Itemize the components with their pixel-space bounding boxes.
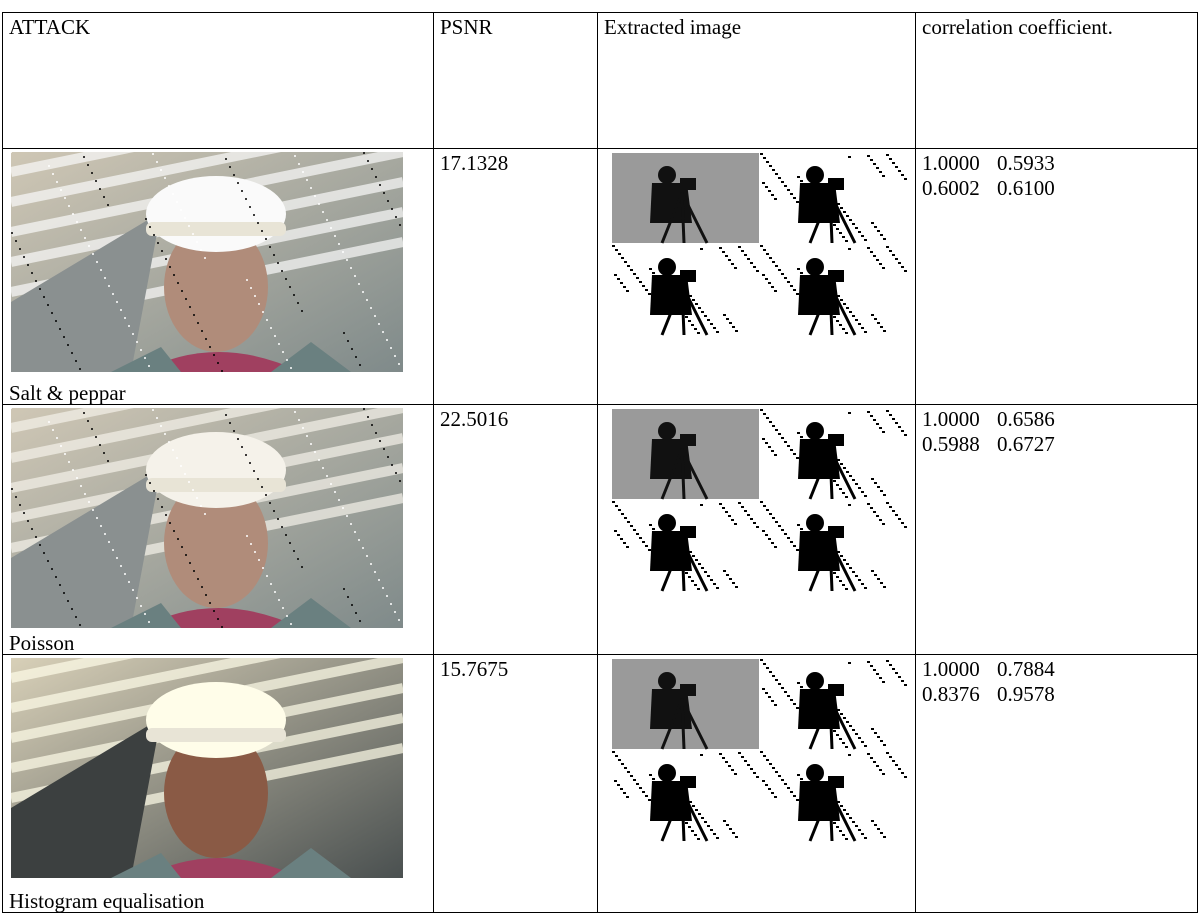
extracted-cell: [597, 654, 916, 913]
correlation-value: 0.7884: [997, 657, 1072, 682]
extracted-image: [612, 409, 907, 592]
header-text: Extracted image: [604, 15, 741, 39]
correlation-value: 0.6727: [997, 432, 1072, 457]
psnr-value: 22.5016: [440, 407, 508, 431]
correlation-value: 0.6002: [922, 176, 997, 201]
header-cell: correlation coefficient.: [915, 12, 1198, 149]
attacked-photo: [11, 658, 403, 878]
attack-name: Histogram equalisation: [9, 889, 204, 914]
attack-cell: Histogram equalisation: [2, 654, 434, 913]
psnr-cell: 17.1328: [433, 148, 598, 405]
psnr-cell: 22.5016: [433, 404, 598, 655]
attack-cell: Salt & peppar: [2, 148, 434, 405]
attack-name: Poisson: [9, 631, 74, 656]
attack-cell: Poisson: [2, 404, 434, 655]
psnr-cell: 15.7675: [433, 654, 598, 913]
document: ATTACK PSNR Extracted image correlation coe…: [0, 0, 1199, 912]
header-text: ATTACK: [9, 15, 90, 39]
attack-name: Salt & peppar: [9, 381, 126, 406]
correlation-value: 0.6586: [997, 407, 1072, 432]
correlation-value: 1.0000: [922, 657, 997, 682]
psnr-value: 17.1328: [440, 151, 508, 175]
psnr-value: 15.7675: [440, 657, 508, 681]
correlation-value: 0.6100: [997, 176, 1072, 201]
correlation-value: 0.5988: [922, 432, 997, 457]
correlation-value: 0.9578: [997, 682, 1072, 707]
extracted-image: [612, 659, 907, 842]
header-cell: Extracted image: [597, 12, 916, 149]
correlation-value: 1.0000: [922, 407, 997, 432]
attacked-photo: [11, 152, 403, 372]
correlation-value: 1.0000: [922, 151, 997, 176]
correlation-value: 0.8376: [922, 682, 997, 707]
header-cell: PSNR: [433, 12, 598, 149]
header-text: correlation coefficient.: [922, 15, 1113, 39]
extracted-image: [612, 153, 907, 336]
correlation-value: 0.5933: [997, 151, 1072, 176]
extracted-cell: [597, 404, 916, 655]
header-cell: ATTACK: [2, 12, 434, 149]
attacked-photo: [11, 408, 403, 628]
header-text: PSNR: [440, 15, 493, 39]
extracted-cell: [597, 148, 916, 405]
